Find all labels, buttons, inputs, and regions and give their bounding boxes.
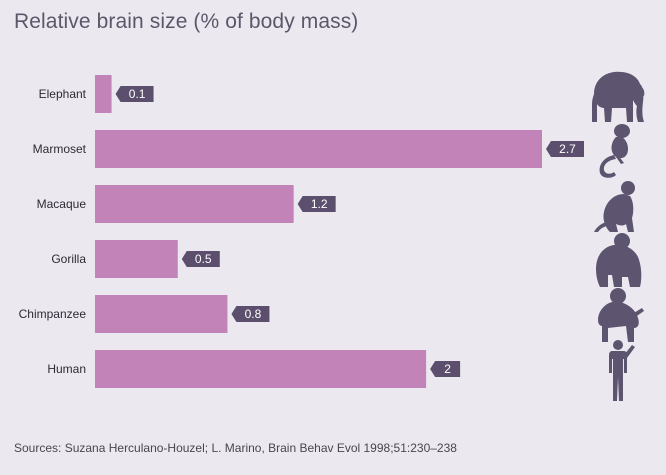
value-label: 0.1: [115, 86, 154, 102]
category-label: Macaque: [37, 197, 87, 211]
chart-title: Relative brain size (% of body mass): [14, 10, 359, 33]
value-label: 2.7: [546, 141, 584, 157]
value-label: 0.8: [231, 306, 270, 322]
value-label: 1.2: [297, 196, 336, 212]
gorilla-icon: [596, 233, 642, 287]
category-label: Elephant: [39, 87, 87, 101]
value-label-box: [430, 361, 461, 377]
value-label-text: 2.7: [559, 142, 576, 156]
value-label: 2: [430, 361, 461, 377]
value-label-text: 0.5: [195, 252, 212, 266]
bar-marmoset: [95, 130, 542, 168]
bar-human: [95, 350, 427, 388]
category-label: Chimpanzee: [19, 307, 87, 321]
value-label-box: [297, 196, 336, 212]
value-label-box: [231, 306, 270, 322]
value-label: 0.5: [181, 251, 220, 267]
value-label-text: 2: [444, 362, 451, 376]
macaque-icon: [594, 181, 635, 232]
value-label-text: 0.1: [129, 87, 146, 101]
category-label: Gorilla: [51, 252, 86, 266]
human-icon: [609, 340, 635, 401]
bar-elephant: [95, 75, 112, 113]
chimpanzee-icon: [598, 288, 644, 342]
marmoset-icon: [599, 124, 630, 178]
value-label-box: [546, 141, 584, 157]
value-label-text: 1.2: [311, 197, 328, 211]
source-note: Sources: Suzana Herculano-Houzel; L. Mar…: [14, 441, 457, 455]
elephant-icon: [592, 71, 645, 122]
bar-chart: Elephant 0.1 Marmoset 2.7 Macaque 1.2 Gorilla 0…: [19, 71, 645, 401]
bar-chimpanzee: [95, 295, 228, 333]
category-label: Marmoset: [33, 142, 87, 156]
value-label-text: 0.8: [245, 307, 262, 321]
bar-gorilla: [95, 240, 178, 278]
value-label-box: [115, 86, 154, 102]
value-label-box: [181, 251, 220, 267]
category-label: Human: [47, 362, 86, 376]
bar-macaque: [95, 185, 294, 223]
